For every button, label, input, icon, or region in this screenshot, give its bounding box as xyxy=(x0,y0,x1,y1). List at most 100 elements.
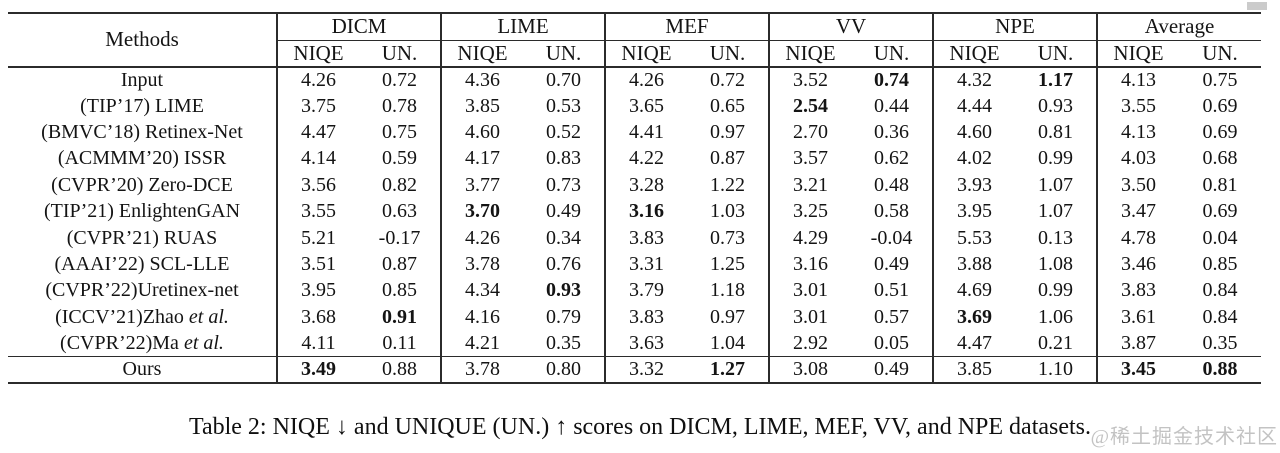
un-value: 0.97 xyxy=(710,120,745,143)
method-name: (BMVC’18) Retinex-Net xyxy=(41,120,243,143)
niqe-value: 4.69 xyxy=(932,277,1015,305)
niqe-value: 4.47 xyxy=(932,330,1015,357)
un-value: 0.72 xyxy=(382,68,417,91)
un-value: 0.78 xyxy=(382,94,417,117)
niqe-value: 3.08 xyxy=(768,356,851,384)
niqe-value: 3.63 xyxy=(604,330,687,357)
niqe-value: 3.70 xyxy=(440,198,523,225)
table-row: Input 4.26 0.72 4.36 0.70 4.26 0.72 3.52… xyxy=(8,66,1261,93)
niqe-value: 3.01 xyxy=(768,277,851,305)
un-value: 1.27 xyxy=(687,356,769,384)
niqe-value: 3.83 xyxy=(604,304,687,331)
un-value: 0.74 xyxy=(874,68,909,91)
un-value: 0.81 xyxy=(1202,173,1238,196)
niqe-value: 3.68 xyxy=(276,304,359,331)
un-value: 1.07 xyxy=(1038,173,1073,196)
niqe-value: 3.57 xyxy=(768,145,851,173)
subheader-niqe: NIQE xyxy=(932,40,1015,68)
method-name-italic: et al. xyxy=(188,305,229,328)
niqe-value: 4.26 xyxy=(604,66,687,93)
un-value: 0.84 xyxy=(1202,305,1238,328)
un-value: 1.06 xyxy=(1038,305,1073,328)
method-name: Input xyxy=(120,68,164,91)
subheader-un: UN. xyxy=(523,40,605,68)
un-value: 0.63 xyxy=(382,200,417,223)
un-value: 0.04 xyxy=(1202,226,1238,249)
un-value: 0.69 xyxy=(1202,120,1238,143)
un-value: 0.87 xyxy=(710,147,745,170)
niqe-value: 3.47 xyxy=(1096,198,1179,225)
watermark: @稀土掘金技术社区 xyxy=(1090,426,1278,448)
un-value: 0.48 xyxy=(874,173,909,196)
niqe-value: 3.65 xyxy=(604,92,687,120)
niqe-value: 4.36 xyxy=(440,66,523,93)
un-value: -0.17 xyxy=(378,226,421,249)
un-value: 0.73 xyxy=(710,226,745,249)
niqe-value: 4.11 xyxy=(276,330,359,357)
niqe-value: 3.55 xyxy=(1096,92,1179,120)
method-cell: (AAAI’22) SCL-LLE xyxy=(8,251,277,277)
niqe-value: 4.14 xyxy=(276,145,359,173)
un-value: 0.73 xyxy=(546,173,581,196)
subheader-niqe: NIQE xyxy=(276,40,359,68)
table-row: (TIP’17) LIME 3.75 0.78 3.85 0.53 3.65 0… xyxy=(8,92,1261,120)
niqe-value: 3.79 xyxy=(604,277,687,305)
method-cell: (CVPR’20) Zero-DCE xyxy=(8,172,277,198)
method-name: (CVPR’21) RUAS xyxy=(66,226,218,249)
un-value: 0.35 xyxy=(1202,331,1238,354)
un-value: 1.08 xyxy=(1038,252,1073,275)
niqe-value: 3.45 xyxy=(1096,356,1179,384)
niqe-value: 3.78 xyxy=(440,356,523,384)
niqe-value: 3.77 xyxy=(440,172,523,199)
niqe-value: 3.85 xyxy=(440,92,523,120)
table-body: Input 4.26 0.72 4.36 0.70 4.26 0.72 3.52… xyxy=(8,66,1261,384)
un-value: 0.49 xyxy=(851,356,933,384)
niqe-value: 2.70 xyxy=(768,119,851,146)
un-value: 0.65 xyxy=(710,94,745,117)
un-value: 0.21 xyxy=(1038,331,1073,354)
method-cell: (CVPR’21) RUAS xyxy=(8,225,277,251)
niqe-value: 3.55 xyxy=(276,198,359,225)
table-row: (AAAI’22) SCL-LLE 3.51 0.87 3.78 0.76 3.… xyxy=(8,251,1261,278)
un-value: 0.85 xyxy=(382,279,417,302)
niqe-value: 3.95 xyxy=(276,277,359,305)
method-cell: (ACMMM’20) ISSR xyxy=(8,146,277,172)
un-value: 0.93 xyxy=(546,279,581,302)
un-value: 0.59 xyxy=(382,147,417,170)
un-value: 0.69 xyxy=(1202,200,1238,223)
un-value: 0.82 xyxy=(382,173,417,196)
un-value: 0.80 xyxy=(523,356,605,384)
un-value: 0.99 xyxy=(1038,147,1073,170)
niqe-value: 4.16 xyxy=(440,304,523,331)
un-value: 0.11 xyxy=(382,331,417,354)
un-value: -0.04 xyxy=(870,226,913,249)
niqe-value: 4.29 xyxy=(768,224,851,252)
niqe-value: 5.21 xyxy=(276,224,359,252)
un-value: 0.05 xyxy=(874,331,909,354)
niqe-value: 3.88 xyxy=(932,251,1015,278)
niqe-value: 4.34 xyxy=(440,277,523,305)
method-cell: (CVPR’22)Ma et al. xyxy=(8,330,277,356)
niqe-value: 3.31 xyxy=(604,251,687,278)
un-value: 1.10 xyxy=(1015,356,1097,384)
un-value: 0.93 xyxy=(1038,94,1073,117)
method-cell: (BMVC’18) Retinex-Net xyxy=(8,119,277,145)
niqe-value: 3.16 xyxy=(604,198,687,225)
niqe-value: 4.47 xyxy=(276,119,359,146)
method-name: (CVPR’22)Uretinex-net xyxy=(45,279,239,302)
un-value: 0.58 xyxy=(874,200,909,223)
subheader-un: UN. xyxy=(851,40,933,68)
un-value: 0.51 xyxy=(874,279,909,302)
niqe-value: 2.54 xyxy=(768,92,851,120)
niqe-value: 3.28 xyxy=(604,172,687,199)
subheader-un: UN. xyxy=(687,40,769,68)
table-row: (ACMMM’20) ISSR 4.14 0.59 4.17 0.83 4.22… xyxy=(8,145,1261,173)
un-value: 0.57 xyxy=(874,305,909,328)
un-value: 0.36 xyxy=(874,120,909,143)
method-name: (AAAI’22) SCL-LLE xyxy=(54,252,230,275)
niqe-value: 3.83 xyxy=(604,224,687,252)
method-cell: Ours xyxy=(8,356,277,384)
un-value: 1.07 xyxy=(1038,200,1073,223)
results-table: Methods DICM LIME MEF VV NPE Average NIQ… xyxy=(8,12,1261,385)
